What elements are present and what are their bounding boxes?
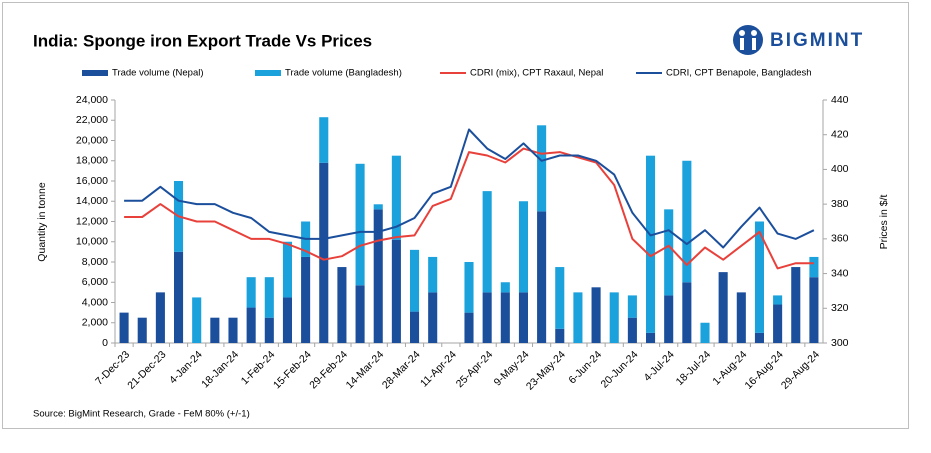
bar: [646, 332, 656, 343]
y-tick-label: 18,000: [76, 155, 108, 167]
bar: [573, 292, 583, 343]
bar: [773, 295, 783, 305]
y-tick-label: 22,000: [76, 114, 108, 126]
y-tick-label: 16,000: [76, 175, 108, 187]
legend-swatch: [255, 70, 281, 76]
y-tick-label: 6,000: [82, 276, 108, 288]
bar: [355, 163, 365, 286]
source-note: Source: BigMint Research, Grade - FeM 80…: [33, 409, 250, 420]
bar: [282, 297, 292, 343]
bar: [428, 292, 438, 343]
bar: [192, 297, 202, 343]
bar: [410, 311, 420, 343]
bar: [137, 317, 147, 343]
bar: [555, 267, 565, 329]
bar: [301, 256, 311, 343]
bar: [155, 292, 165, 343]
bar: [410, 249, 420, 312]
y2-tick-label: 300: [831, 337, 849, 349]
bar: [627, 295, 637, 318]
bar: [482, 191, 492, 293]
bar: [682, 282, 692, 343]
bar: [754, 332, 764, 343]
bar: [754, 221, 764, 333]
y-tick-label: 10,000: [76, 236, 108, 248]
y-axis-label: Quantity in tonne: [36, 182, 48, 262]
legend-label: CDRI (mix), CPT Raxaul, Nepal: [470, 68, 603, 79]
bar: [319, 117, 329, 163]
bar: [264, 277, 274, 318]
bar: [664, 295, 674, 343]
bar: [482, 292, 492, 343]
bar: [736, 292, 746, 343]
legend-label: Trade volume (Nepal): [112, 68, 204, 79]
bar: [464, 312, 474, 343]
y-tick-label: 8,000: [82, 256, 108, 268]
bar: [391, 239, 401, 343]
bar: [319, 162, 329, 343]
bar: [464, 262, 474, 313]
legend-swatch: [82, 70, 108, 76]
bar: [518, 292, 528, 343]
bar: [428, 256, 438, 293]
bar: [246, 277, 256, 308]
line-series: [124, 128, 815, 249]
bar: [174, 251, 184, 343]
bar: [664, 209, 674, 296]
y2-tick-label: 400: [831, 163, 849, 175]
y-tick-label: 12,000: [76, 215, 108, 227]
y2-tick-label: 340: [831, 267, 849, 279]
bar: [228, 317, 238, 343]
y2-tick-label: 320: [831, 302, 849, 314]
bar: [391, 155, 401, 240]
bar: [246, 307, 256, 343]
bar: [500, 282, 510, 293]
y-tick-label: 20,000: [76, 134, 108, 146]
bar: [718, 272, 728, 343]
bar: [337, 267, 347, 343]
y-tick-label: 14,000: [76, 195, 108, 207]
bar: [591, 287, 601, 343]
line-series: [124, 147, 814, 270]
bar: [627, 317, 637, 343]
y-tick-label: 2,000: [82, 317, 108, 329]
bar: [373, 209, 383, 343]
bar: [537, 125, 547, 212]
bar: [355, 285, 365, 343]
bar: [264, 317, 274, 343]
logo-icon: [733, 25, 763, 55]
chart-title: India: Sponge iron Export Trade Vs Price…: [33, 31, 372, 50]
bar: [500, 292, 510, 343]
bar: [682, 160, 692, 283]
bar: [373, 204, 383, 210]
bar: [773, 304, 783, 343]
logo-text: BIGMINT: [770, 30, 864, 51]
y2-tick-label: 440: [831, 94, 849, 106]
bar: [609, 292, 619, 343]
legend-label: CDRI, CPT Benapole, Bangladesh: [666, 68, 812, 79]
y-tick-label: 24,000: [76, 94, 108, 106]
bar: [809, 256, 819, 278]
bar: [809, 277, 819, 343]
bar: [210, 317, 220, 343]
bar: [646, 155, 656, 333]
y-tick-label: 4,000: [82, 296, 108, 308]
y2-axis-label: Prices in $/t: [878, 194, 890, 249]
bar: [700, 322, 710, 343]
y2-tick-label: 420: [831, 128, 849, 140]
bar: [119, 312, 129, 343]
y2-tick-label: 360: [831, 233, 849, 245]
bar: [791, 267, 801, 343]
bar: [537, 211, 547, 343]
bar: [555, 328, 565, 343]
legend-label: Trade volume (Bangladesh): [285, 68, 402, 79]
bar: [518, 201, 528, 293]
y-tick-label: 0: [102, 337, 108, 349]
bar: [282, 241, 292, 298]
y2-tick-label: 380: [831, 198, 849, 210]
